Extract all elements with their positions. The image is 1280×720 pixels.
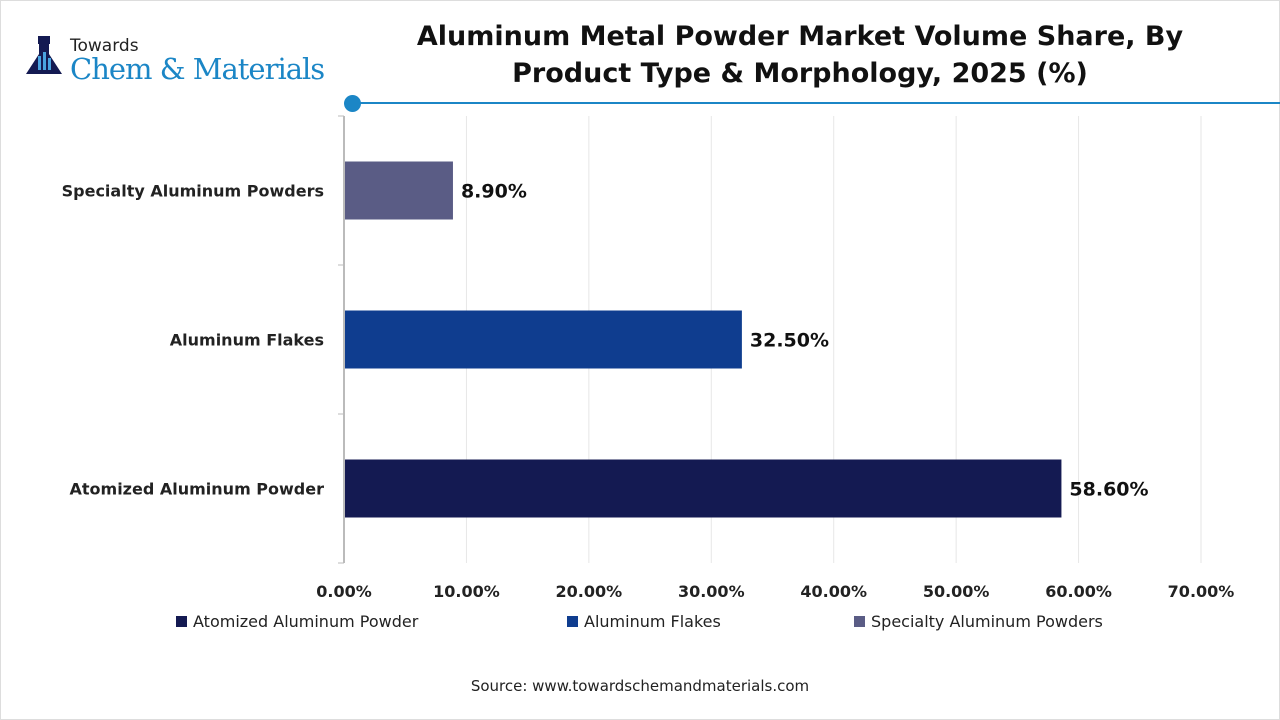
bar xyxy=(345,459,1062,518)
logo-line2: Chem & Materials xyxy=(70,52,325,86)
category-label: Specialty Aluminum Powders xyxy=(62,182,324,201)
chart-title: Aluminum Metal Powder Market Volume Shar… xyxy=(416,21,1184,89)
category-label: Atomized Aluminum Powder xyxy=(70,480,325,499)
x-tick-label: 40.00% xyxy=(800,582,867,601)
legend-swatch xyxy=(854,616,865,627)
title-rule xyxy=(353,102,1280,104)
x-tick-label: 70.00% xyxy=(1168,582,1235,601)
data-label: 8.90% xyxy=(461,181,527,203)
x-tick-label: 0.00% xyxy=(316,582,372,601)
bar xyxy=(345,161,453,220)
legend-label: Atomized Aluminum Powder xyxy=(193,612,419,631)
flask-icon xyxy=(26,36,62,74)
bar xyxy=(345,310,742,369)
logo-line1: Towards xyxy=(70,36,139,56)
category-label: Aluminum Flakes xyxy=(170,331,324,350)
data-label: 58.60% xyxy=(1069,479,1148,501)
legend-swatch xyxy=(176,616,187,627)
title-rule-dot xyxy=(344,95,361,112)
x-tick-label: 20.00% xyxy=(556,582,623,601)
x-tick-label: 50.00% xyxy=(923,582,990,601)
legend-label: Aluminum Flakes xyxy=(584,612,721,631)
source-note: Source: www.towardschemandmaterials.com xyxy=(470,677,810,695)
legend-label: Specialty Aluminum Powders xyxy=(871,612,1103,631)
legend-swatch xyxy=(567,616,578,627)
data-label: 32.50% xyxy=(750,330,829,352)
x-tick-label: 10.00% xyxy=(433,582,500,601)
x-tick-label: 30.00% xyxy=(678,582,745,601)
x-tick-label: 60.00% xyxy=(1045,582,1112,601)
